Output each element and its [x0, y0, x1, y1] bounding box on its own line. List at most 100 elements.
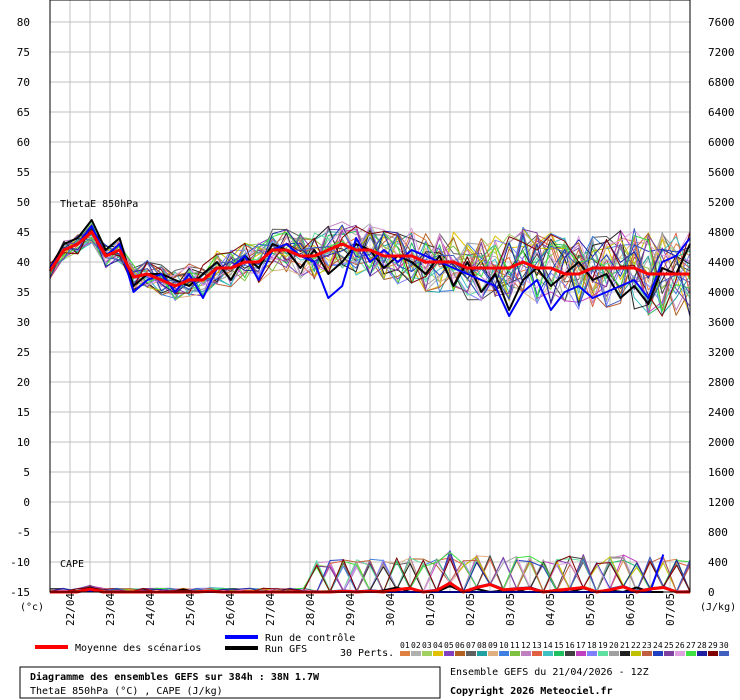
- left-tick-label: 20: [17, 376, 30, 389]
- right-tick-label: 6800: [708, 76, 735, 89]
- perturbation-swatch: [609, 651, 619, 656]
- right-tick-label: 5200: [708, 196, 735, 209]
- perturbation-number: 20: [609, 641, 619, 650]
- perturbation-swatch: [664, 651, 674, 656]
- date-tick-label: 02/05: [464, 593, 477, 626]
- perturbation-number: 07: [466, 641, 476, 650]
- right-tick-label: 1200: [708, 496, 735, 509]
- right-tick-label: 3200: [708, 346, 735, 359]
- left-tick-label: 55: [17, 166, 30, 179]
- right-tick-label: 7600: [708, 16, 735, 29]
- perturbation-number: 17: [576, 641, 586, 650]
- cape-series-label: CAPE: [60, 559, 84, 570]
- date-tick-label: 30/04: [384, 593, 397, 626]
- left-tick-label: 70: [17, 76, 30, 89]
- footer-box: [19, 666, 441, 699]
- right-tick-label: 4400: [708, 256, 735, 269]
- left-tick-label: 30: [17, 316, 30, 329]
- perturbation-swatch: [576, 651, 586, 656]
- perturbation-swatch: [477, 651, 487, 656]
- perturbation-swatch: [433, 651, 443, 656]
- footer-copyright: Copyright 2026 Meteociel.fr: [450, 685, 613, 697]
- perturbation-number: 12: [521, 641, 531, 650]
- right-tick-label: 6400: [708, 106, 735, 119]
- perturbation-swatch: [400, 651, 410, 656]
- plot-frame: [49, 0, 691, 593]
- perturbation-number: 18: [587, 641, 597, 650]
- perturbation-number: 14: [543, 641, 553, 650]
- perturbation-swatch: [411, 651, 421, 656]
- legend-gfs-label: Run GFS: [265, 644, 307, 655]
- perturbation-swatch: [444, 651, 454, 656]
- perturbation-number: 28: [697, 641, 707, 650]
- date-tick-label: 28/04: [304, 593, 317, 626]
- legend-control-label: Run de contrôle: [265, 632, 355, 644]
- date-tick-label: 04/05: [544, 593, 557, 626]
- perturbation-number: 10: [499, 641, 509, 650]
- perturbation-swatch: [675, 651, 685, 656]
- right-tick-label: 4800: [708, 226, 735, 239]
- right-tick-label: 800: [708, 526, 728, 539]
- left-axis-unit: (°c): [20, 602, 44, 613]
- legend: Moyenne des scénarios Run de contrôle Ru…: [35, 632, 729, 659]
- date-tick-label: 05/05: [584, 593, 597, 626]
- date-tick-label: 26/04: [224, 593, 237, 626]
- left-tick-label: 25: [17, 346, 30, 359]
- perturbation-swatch: [532, 651, 542, 656]
- perturbation-swatch: [642, 651, 652, 656]
- right-tick-label: 7200: [708, 46, 735, 59]
- perturbation-number: 02: [411, 641, 421, 650]
- perturbation-number: 04: [433, 641, 443, 650]
- perturbation-theta-line: [49, 228, 691, 308]
- left-tick-label: 15: [17, 406, 30, 419]
- grid: [50, 0, 690, 592]
- perturbation-theta-line: [49, 225, 691, 302]
- perturbation-number: 05: [444, 641, 454, 650]
- left-tick-label: -10: [10, 556, 30, 569]
- date-tick-label: 01/05: [424, 593, 437, 626]
- perturbation-swatch: [521, 651, 531, 656]
- theta-series-label: ThetaE 850hPa: [60, 199, 138, 210]
- left-tick-label: 10: [17, 436, 30, 449]
- control-theta-line: [49, 225, 691, 317]
- right-tick-label: 0: [708, 586, 715, 599]
- date-tick-label: 06/05: [624, 593, 637, 626]
- perturbation-swatch: [554, 651, 564, 656]
- perturbation-number: 27: [686, 641, 696, 650]
- perturbation-number: 24: [653, 641, 663, 650]
- footer-title: Diagramme des ensembles GEFS sur 384h : …: [30, 671, 320, 683]
- left-tick-label: 80: [17, 16, 30, 29]
- right-axis-unit: (J/kg): [700, 602, 736, 613]
- right-tick-label: 2000: [708, 436, 735, 449]
- left-tick-label: 40: [17, 256, 30, 269]
- left-tick-label: 5: [23, 466, 30, 479]
- mean-theta-line: [48, 230, 690, 288]
- right-tick-label: 5600: [708, 166, 735, 179]
- date-tick-label: 03/05: [504, 593, 517, 626]
- perturbation-number: 15: [554, 641, 564, 650]
- right-tick-label: 6000: [708, 136, 735, 149]
- perturbation-number: 21: [620, 641, 630, 650]
- perturbation-number: 09: [488, 641, 498, 650]
- date-tick-label: 23/04: [104, 593, 117, 626]
- right-tick-label: 2400: [708, 406, 735, 419]
- date-tick-label: 24/04: [144, 593, 157, 626]
- perturbation-number: 29: [708, 641, 718, 650]
- date-tick-label: 25/04: [184, 593, 197, 626]
- perturbation-swatch: [587, 651, 597, 656]
- perturbation-theta-line: [49, 224, 691, 301]
- perturbation-swatch: [510, 651, 520, 656]
- right-tick-label: 1600: [708, 466, 735, 479]
- left-tick-label: 0: [23, 496, 30, 509]
- left-tick-label: 45: [17, 226, 30, 239]
- perturbation-swatch: [488, 651, 498, 656]
- perturbation-swatch: [620, 651, 630, 656]
- perturbation-swatch: [708, 651, 718, 656]
- perturbation-number: 16: [565, 641, 575, 650]
- perturbation-swatch: [631, 651, 641, 656]
- right-tick-label: 400: [708, 556, 728, 569]
- left-tick-label: 35: [17, 286, 30, 299]
- left-tick-label: 75: [17, 46, 30, 59]
- footer-run: Ensemble GEFS du 21/04/2026 - 12Z: [450, 667, 649, 678]
